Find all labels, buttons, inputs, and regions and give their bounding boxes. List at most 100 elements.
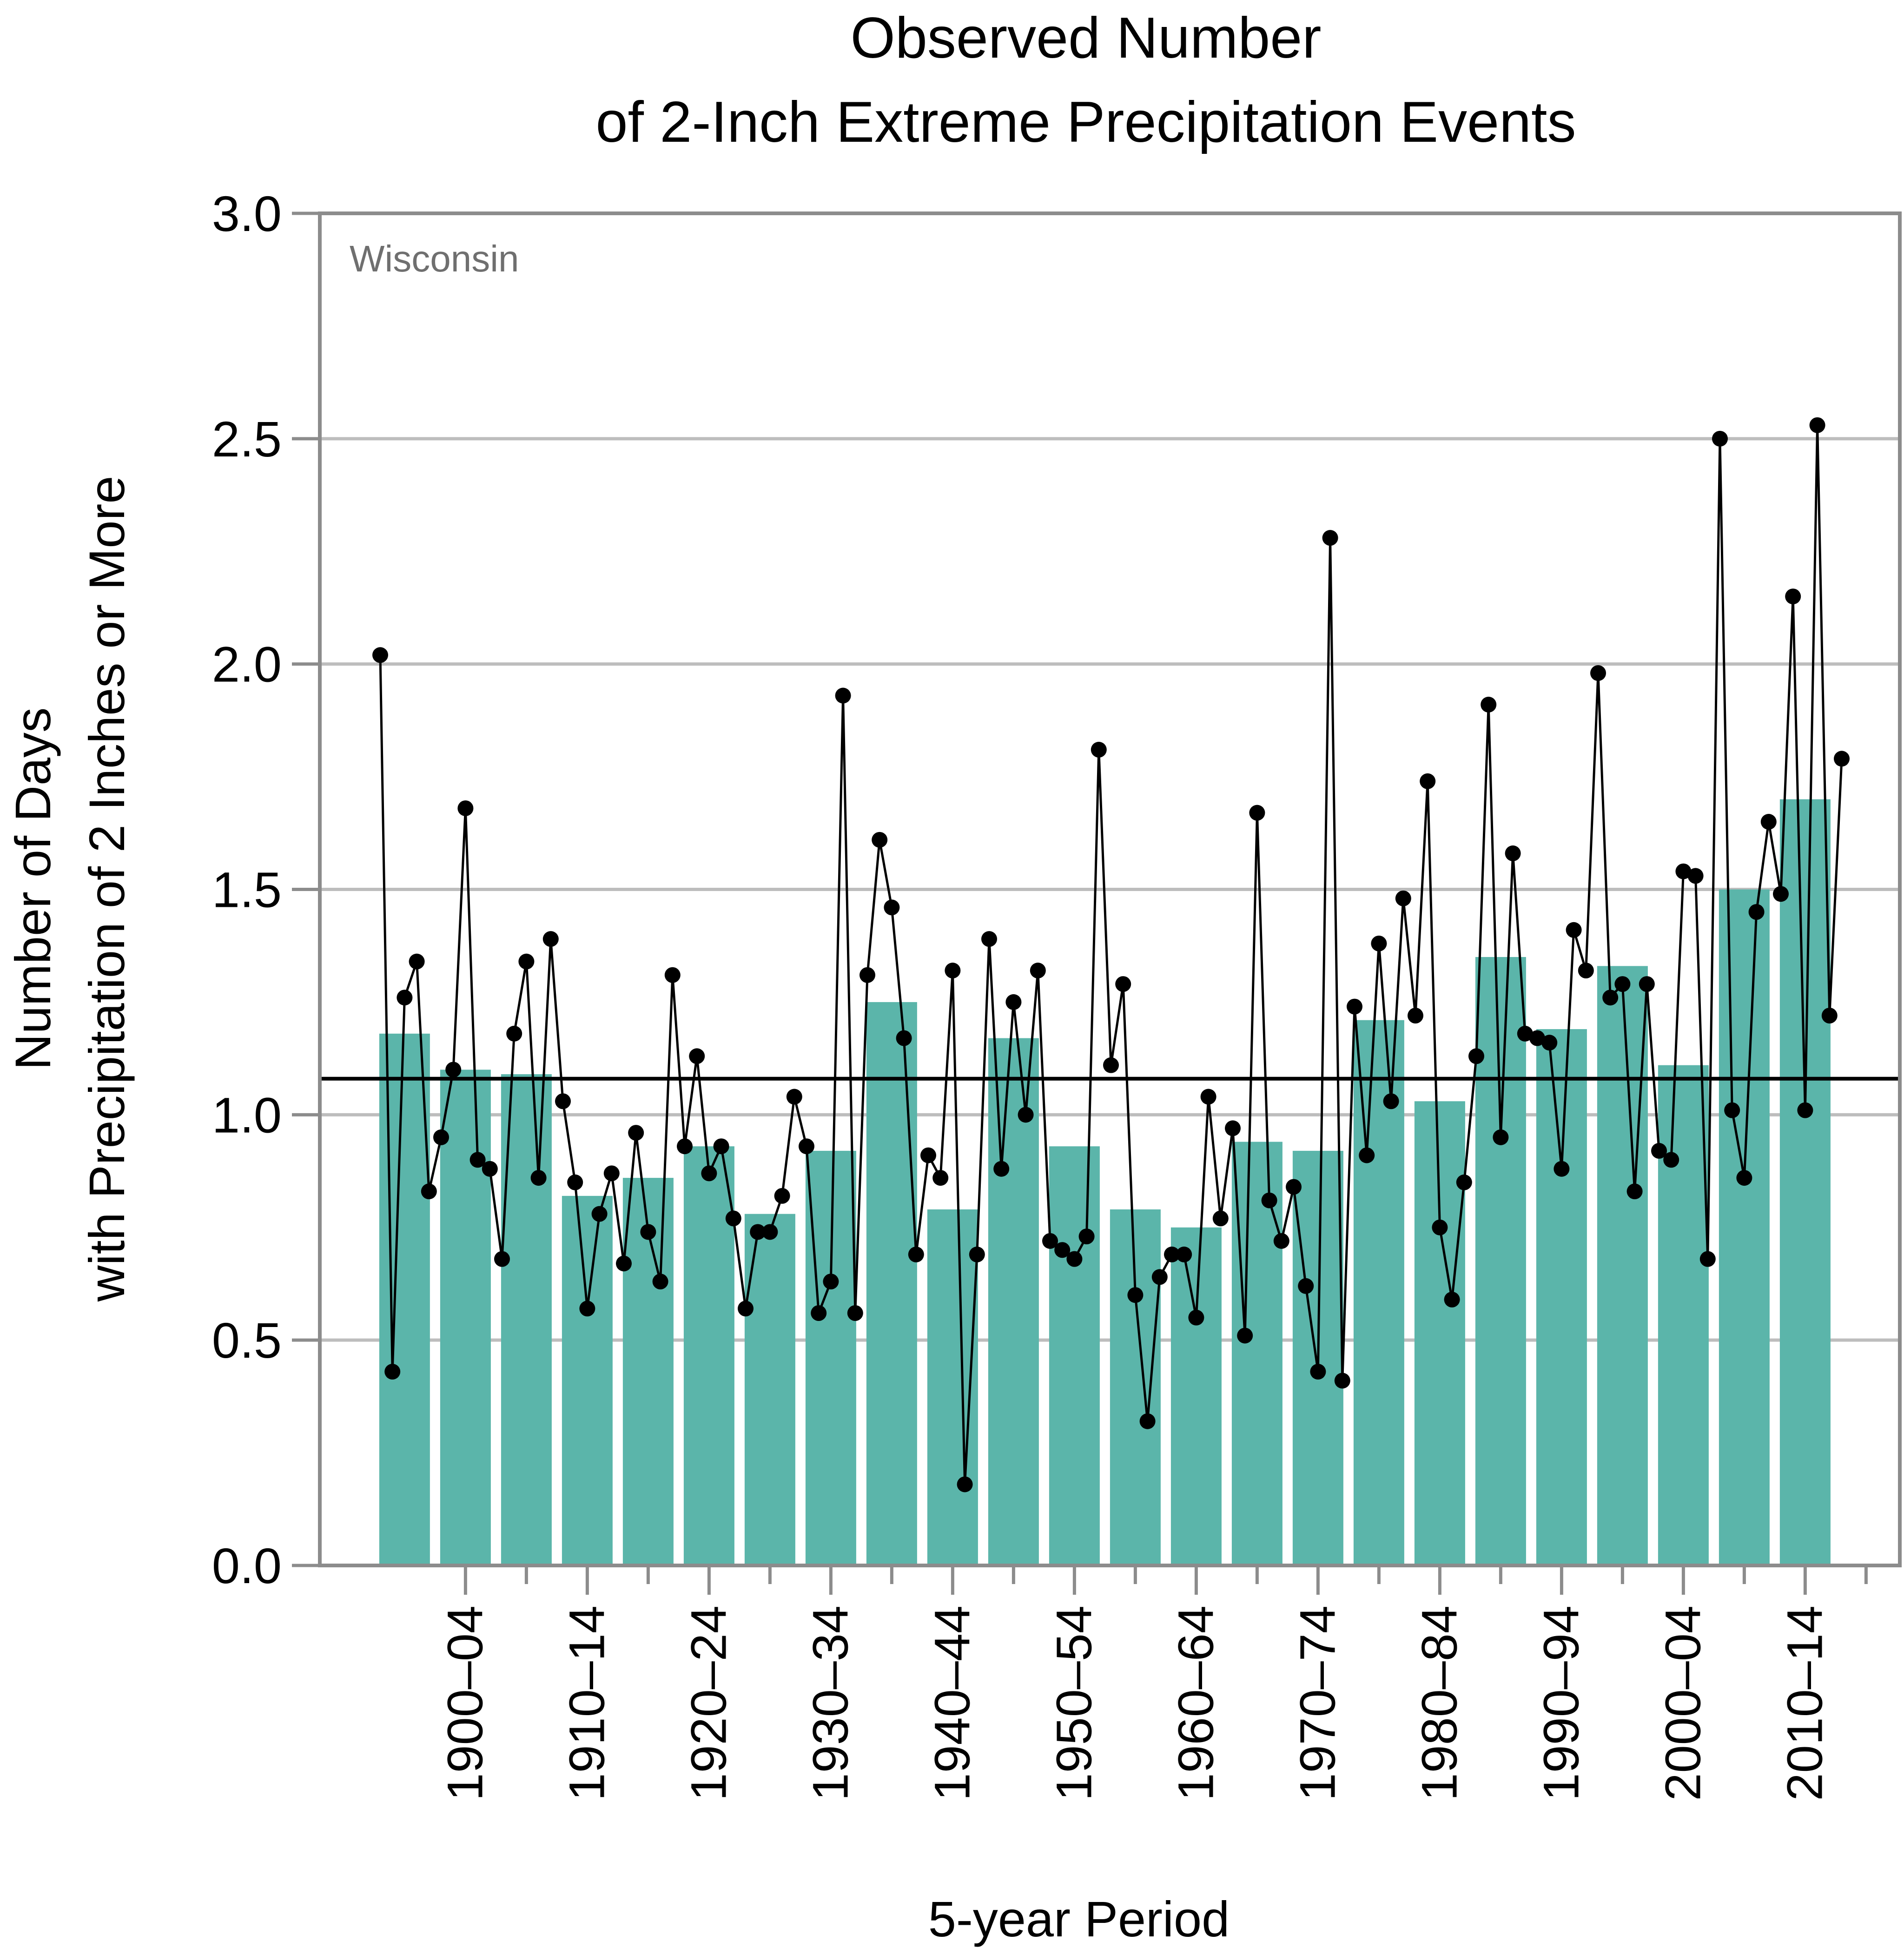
data-point <box>1042 1233 1058 1249</box>
chart-title-line-2: of 2-Inch Extreme Precipitation Events <box>596 90 1576 154</box>
y-axis-title-line-2: with Precipitation of 2 Inches or More <box>79 476 135 1302</box>
data-point <box>1432 1219 1448 1235</box>
data-point <box>1529 1030 1545 1046</box>
y-tick-label: 2.5 <box>212 411 282 467</box>
y-tick-label: 1.5 <box>212 862 282 918</box>
data-point <box>993 1161 1010 1177</box>
y-axis-title-line-1: Number of Days <box>5 707 61 1070</box>
data-point <box>1773 886 1789 902</box>
data-point <box>518 953 535 970</box>
data-point <box>896 1030 912 1046</box>
data-point <box>397 990 413 1006</box>
data-point <box>628 1125 644 1141</box>
data-point <box>920 1147 936 1163</box>
data-point <box>1566 922 1582 938</box>
data-point <box>1054 1242 1071 1258</box>
data-point <box>603 1165 620 1182</box>
data-point <box>433 1129 449 1145</box>
bar <box>866 1002 917 1565</box>
data-point <box>409 953 425 970</box>
bar <box>440 1070 491 1565</box>
data-point <box>1371 935 1387 951</box>
data-point <box>1225 1120 1241 1136</box>
data-point <box>421 1183 437 1200</box>
data-point <box>1200 1089 1216 1105</box>
data-point <box>1127 1287 1144 1303</box>
bar <box>1779 799 1831 1565</box>
bar <box>1475 957 1526 1565</box>
data-point <box>713 1138 729 1155</box>
data-point <box>1456 1174 1472 1190</box>
data-point <box>1614 976 1631 992</box>
data-point <box>1261 1192 1277 1208</box>
data-point <box>1760 814 1777 830</box>
data-point <box>542 931 559 947</box>
data-point <box>1237 1327 1253 1344</box>
data-point <box>567 1174 583 1190</box>
data-point <box>1724 1102 1740 1118</box>
data-point <box>847 1305 863 1321</box>
data-point <box>1249 805 1265 821</box>
data-point <box>786 1089 802 1105</box>
bar <box>501 1074 552 1565</box>
data-point <box>664 967 681 983</box>
data-point <box>1347 998 1362 1015</box>
data-point <box>1383 1093 1399 1109</box>
x-axis-title: 5-year Period <box>928 1891 1230 1947</box>
x-tick-label: 1910–14 <box>558 1605 615 1801</box>
data-point <box>1444 1291 1460 1307</box>
data-point <box>908 1246 924 1262</box>
data-point <box>738 1301 754 1317</box>
data-point <box>1139 1413 1156 1429</box>
x-tick-label: 1940–44 <box>924 1605 980 1801</box>
x-tick-label: 1970–74 <box>1289 1605 1345 1801</box>
x-axis: 1900–04 1910–14 1920–24 1930–34 1940–44 1950–… <box>436 1565 1868 1801</box>
data-point <box>1395 890 1411 906</box>
data-point <box>1091 741 1107 758</box>
data-point <box>799 1138 814 1155</box>
data-point <box>1408 1008 1423 1024</box>
data-point <box>1359 1147 1375 1163</box>
bar <box>988 1038 1039 1565</box>
data-point <box>1639 976 1655 992</box>
x-tick-label: 1930–34 <box>802 1605 858 1801</box>
data-point <box>1078 1228 1095 1245</box>
data-point <box>555 1093 571 1109</box>
bar <box>1049 1146 1100 1565</box>
data-point <box>774 1188 790 1204</box>
data-point <box>1699 1251 1716 1267</box>
data-point <box>1188 1309 1204 1326</box>
data-point <box>750 1224 766 1240</box>
data-point <box>1066 1251 1083 1267</box>
data-point <box>1481 696 1497 713</box>
y-tick-label: 0.5 <box>212 1312 282 1368</box>
data-point <box>1797 1102 1813 1118</box>
x-tick-label: 1950–54 <box>1045 1605 1102 1801</box>
y-tick-label: 3.0 <box>212 185 282 242</box>
data-point <box>1785 588 1801 605</box>
data-point <box>1821 1008 1838 1024</box>
x-tick-label: 1990–94 <box>1533 1605 1589 1801</box>
data-point <box>1334 1373 1350 1389</box>
data-point <box>945 963 961 979</box>
x-tick-label: 2010–14 <box>1776 1605 1832 1801</box>
data-point <box>372 647 388 663</box>
bar <box>683 1146 734 1565</box>
data-point <box>1151 1269 1168 1285</box>
bar <box>1719 889 1770 1565</box>
x-tick-label: 1980–84 <box>1411 1605 1467 1801</box>
x-tick-label: 1900–04 <box>436 1605 493 1801</box>
data-point <box>1212 1210 1229 1227</box>
data-point <box>762 1224 778 1240</box>
data-point <box>1712 430 1728 447</box>
data-point <box>457 800 474 816</box>
bar <box>562 1195 613 1565</box>
data-point <box>640 1224 656 1240</box>
data-point <box>1748 904 1765 920</box>
data-point <box>652 1274 668 1290</box>
data-point <box>981 931 997 947</box>
bar <box>1597 966 1648 1565</box>
data-point <box>579 1301 595 1317</box>
bar <box>1414 1101 1465 1565</box>
